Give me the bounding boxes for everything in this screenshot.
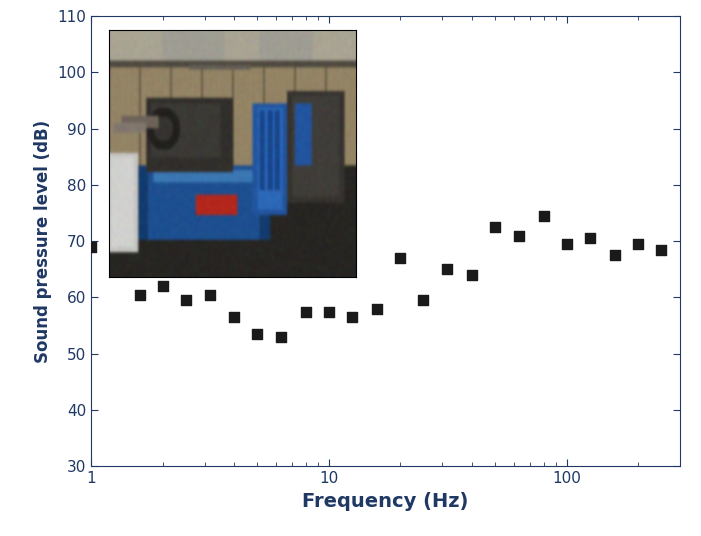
Point [584, 234, 595, 243]
Point [489, 223, 501, 232]
Point [561, 240, 572, 248]
Point [300, 307, 311, 316]
Point [275, 332, 287, 341]
Point [323, 307, 334, 316]
Point [655, 245, 667, 254]
Point [418, 296, 429, 304]
Point [229, 313, 240, 322]
Point [134, 291, 145, 299]
Point [442, 265, 453, 273]
Y-axis label: Sound pressure level (dB): Sound pressure level (dB) [34, 120, 52, 363]
Point [538, 212, 549, 220]
Point [372, 304, 383, 313]
Point [466, 271, 477, 279]
Point [204, 291, 215, 299]
Point [157, 282, 168, 291]
Point [513, 231, 524, 240]
Point [180, 296, 191, 304]
Point [395, 254, 406, 262]
Point [632, 240, 644, 248]
Point [346, 313, 358, 322]
Point [86, 242, 97, 251]
X-axis label: Frequency (Hz): Frequency (Hz) [302, 492, 469, 511]
Point [609, 251, 620, 259]
Point [252, 330, 263, 338]
